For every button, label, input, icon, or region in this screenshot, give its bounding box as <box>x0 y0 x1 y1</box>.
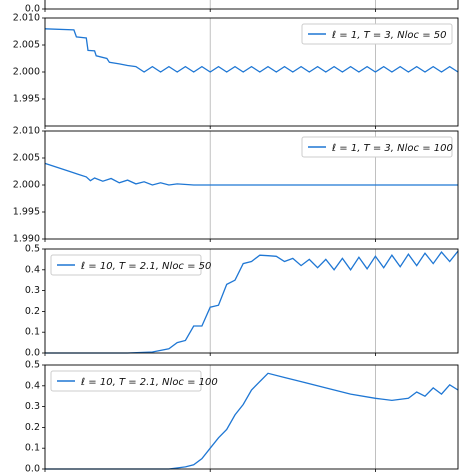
legend-label: ℓ = 1, T = 3, Nloc = 100 <box>332 143 453 154</box>
y-tick-label: 0.1 <box>25 327 40 338</box>
y-tick-label: 0.0 <box>25 464 40 474</box>
y-tick-label: 0.1 <box>25 443 40 454</box>
legend-label: ℓ = 1, T = 3, Nloc = 50 <box>332 30 447 41</box>
legend: ℓ = 10, T = 2.1, Nloc = 100 <box>50 370 218 392</box>
y-tick-label: 0.0 <box>25 4 40 15</box>
y-tick-label: 0.4 <box>25 380 40 391</box>
line <box>44 162 458 186</box>
panel: 0.0 0.1 0.2 0.3 0.4 0.5 ℓ = 10, T = 2.1, Nloc … <box>25 360 459 474</box>
plot-frame <box>44 130 459 240</box>
y-tick-label: 0.5 <box>25 244 40 255</box>
y-tick-label: 0.2 <box>25 422 40 433</box>
legend-box <box>301 136 453 158</box>
y-tick-label: 0.3 <box>25 401 40 412</box>
y-tick-label: 2.000 <box>13 67 40 78</box>
plot-frame <box>44 0 459 10</box>
legend-box <box>301 23 453 45</box>
y-tick-label: 1.995 <box>13 94 40 105</box>
y-tick-label: 0.5 <box>25 360 40 371</box>
y-tick-label: 2.005 <box>13 40 40 51</box>
plot-frame <box>44 17 459 127</box>
plot-frame <box>44 364 459 470</box>
legend-label: ℓ = 10, T = 2.1, Nloc = 50 <box>81 261 211 272</box>
line <box>45 250 459 354</box>
legend: ℓ = 1, T = 3, Nloc = 50 <box>301 23 453 45</box>
y-tick-label: 2.000 <box>13 180 40 191</box>
y-tick-label: 1.990 <box>13 234 40 245</box>
legend: ℓ = 10, T = 2.1, Nloc = 50 <box>50 254 211 276</box>
panel: 2.010 2.005 2.000 1.995 1.990 ℓ = 1, T = 3, N… <box>13 126 459 245</box>
y-tick-label: 0.0 <box>25 348 40 359</box>
y-tick-label: 2.010 <box>13 126 40 137</box>
panel: 2.010 2.005 2.000 1.995 ℓ = 1, T = 3, Nloc =… <box>13 13 459 129</box>
plot-frame <box>44 248 459 354</box>
y-tick-label: 2.005 <box>13 153 40 164</box>
legend: ℓ = 1, T = 3, Nloc = 100 <box>301 136 453 158</box>
y-tick-label: 1.995 <box>13 207 40 218</box>
panel: 0.0 0.1 0.2 0.3 0.4 0.5 ℓ = 10, T = 2.1, Nloc … <box>25 244 459 359</box>
line <box>44 28 459 73</box>
line <box>45 372 459 470</box>
panel: 0.0 <box>25 0 459 15</box>
legend-box <box>50 370 202 392</box>
legend-box <box>50 254 202 276</box>
y-tick-label: 0.4 <box>25 264 40 275</box>
y-tick-label: 0.2 <box>25 306 40 317</box>
plot-area <box>45 0 458 9</box>
y-tick-label: 0.3 <box>25 285 40 296</box>
legend-label: ℓ = 10, T = 2.1, Nloc = 100 <box>81 377 218 388</box>
y-tick-label: 2.010 <box>13 13 40 24</box>
